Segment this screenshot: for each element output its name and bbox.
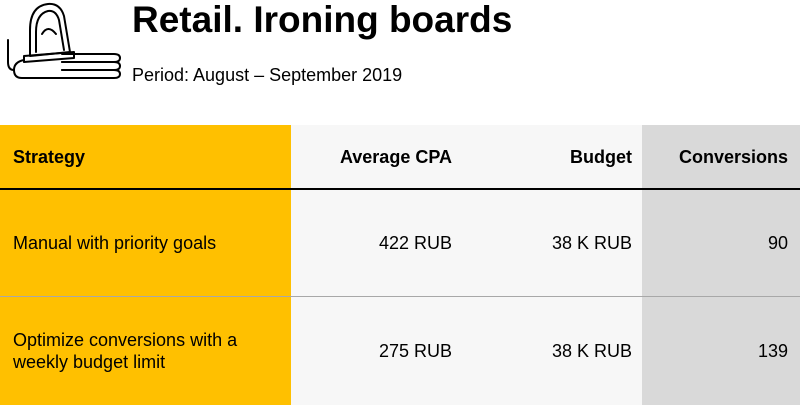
- table-row-1-cpa: 422 RUB: [378, 233, 452, 253]
- table-row-2-budget: 38 K RUB: [551, 341, 632, 361]
- row-divider: [0, 296, 800, 297]
- column-header-conversions: Conversions: [678, 146, 788, 167]
- page-title: Retail. Ironing boards: [132, 0, 513, 40]
- period-subtitle: Period: August – September 2019: [132, 65, 403, 85]
- table-row-2-strategy: Optimize conversions with a weekly budge…: [13, 330, 238, 372]
- header: Retail. Ironing boards Period: August – …: [0, 0, 800, 125]
- table-row-2-cpa: 275 RUB: [378, 341, 452, 361]
- iron-on-board-icon: [7, 2, 121, 79]
- strategy-column-background: [0, 125, 291, 405]
- table-row-1-budget: 38 K RUB: [551, 233, 632, 253]
- table-row-2-conversions: 139: [757, 341, 788, 361]
- table-row-1-strategy: Manual with priority goals: [13, 233, 217, 253]
- column-header-budget: Budget: [570, 146, 632, 167]
- header-divider: [0, 188, 800, 190]
- metrics-column-background: [291, 125, 642, 405]
- column-header-strategy: Strategy: [13, 146, 86, 167]
- column-header-average-cpa: Average CPA: [339, 146, 452, 167]
- strategy-table: Strategy Average CPA Budget Conversions …: [0, 125, 800, 405]
- table-row-1-conversions: 90: [767, 233, 788, 253]
- conversions-column-background: [642, 125, 800, 405]
